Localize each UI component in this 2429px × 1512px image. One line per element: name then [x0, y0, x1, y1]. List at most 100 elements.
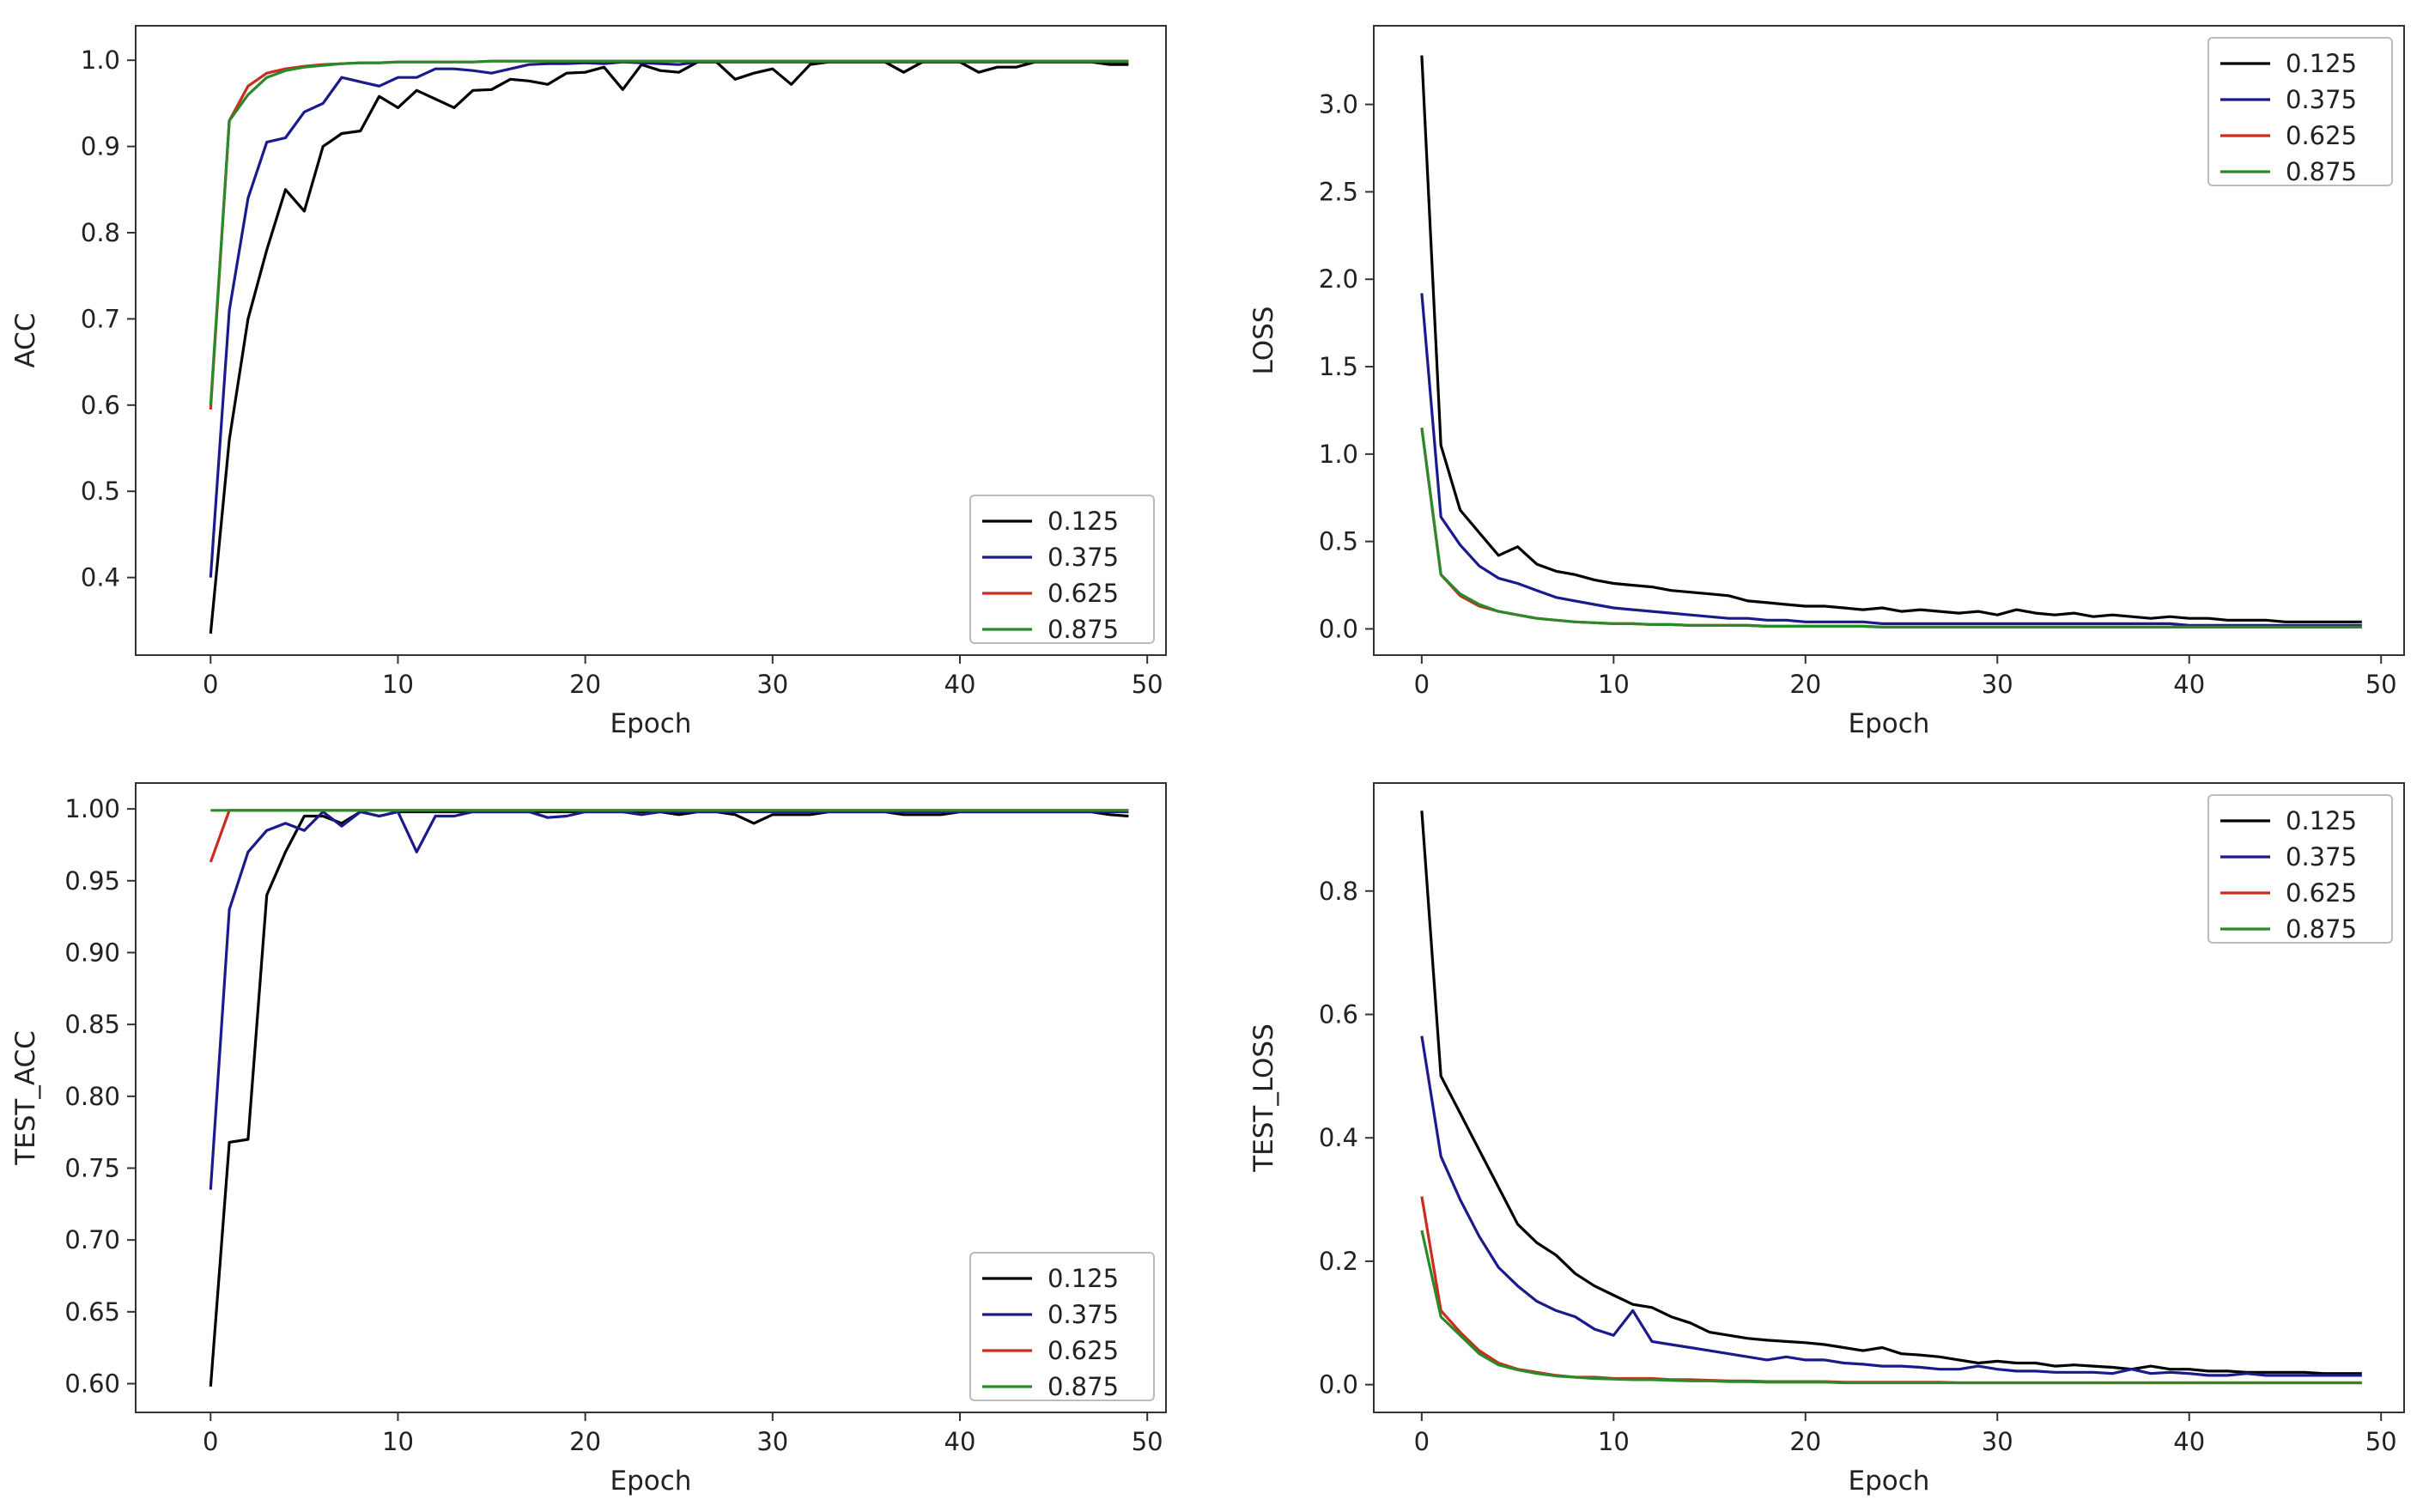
y-tick-label: 0.90 [64, 938, 120, 967]
y-tick-label: 0.85 [64, 1010, 120, 1039]
x-tick-label: 30 [1982, 1427, 2013, 1456]
x-axis-label: Epoch [1849, 708, 1930, 739]
y-axis-label: ACC [10, 313, 41, 368]
legend-label: 0.625 [1048, 1336, 1119, 1365]
legend-label: 0.125 [2286, 49, 2357, 78]
series-line-0.125 [209, 60, 1129, 635]
legend-box [2207, 794, 2393, 944]
y-tick-label: 0.75 [64, 1154, 120, 1183]
y-tick-label: 0.2 [1319, 1247, 1358, 1276]
legend: 0.125 0.375 0.625 0.875 [969, 1252, 1155, 1401]
x-tick-label: 20 [569, 670, 601, 699]
y-tick-label: 0.70 [64, 1225, 120, 1254]
y-tick-label: 2.0 [1319, 264, 1358, 294]
x-tick-label: 0 [1414, 1427, 1430, 1456]
y-tick-label: 0.4 [81, 563, 120, 592]
chart-acc: 0 10 20 30 40 50 0.4 0.5 0.6 0.7 0.8 0.9 1.0 Epoch ACC… [10, 25, 1167, 739]
legend: 0.125 0.375 0.625 0.875 [2207, 37, 2393, 186]
legend-label: 0.625 [2286, 878, 2357, 908]
plot-frame [1373, 25, 2405, 656]
y-tick-label: 0.5 [1319, 527, 1358, 556]
y-tick-label: 0.60 [64, 1369, 120, 1399]
legend: 0.125 0.375 0.625 0.875 [969, 495, 1155, 644]
x-tick-label: 30 [756, 670, 788, 699]
legend: 0.125 0.375 0.625 0.875 [2207, 794, 2393, 944]
legend-label: 0.875 [2286, 157, 2357, 186]
legend-label: 0.875 [1048, 615, 1119, 644]
series-line-0.875 [209, 59, 1129, 405]
x-tick-label: 50 [2365, 1427, 2397, 1456]
chart-test_loss: 0 10 20 30 40 50 0.0 0.2 0.4 0.6 0.8 Epoch TEST_LOSS… [1248, 782, 2405, 1497]
x-axis-label: Epoch [1849, 1466, 1930, 1497]
y-axis-label: TEST_ACC [10, 1030, 41, 1166]
x-axis-label: Epoch [610, 708, 692, 739]
x-tick-label: 30 [756, 1427, 788, 1456]
y-tick-label: 1.00 [64, 794, 120, 823]
y-tick-label: 0.6 [1319, 999, 1358, 1029]
x-tick-label: 40 [2173, 1427, 2205, 1456]
y-tick-label: 0.95 [64, 866, 120, 896]
y-axis-label: LOSS [1248, 307, 1279, 375]
y-tick-label: 0.8 [1319, 877, 1358, 906]
legend-label: 0.375 [2286, 85, 2357, 114]
chart-loss: 0 10 20 30 40 50 0.0 0.5 1.0 1.5 2.0 2.5 3.0 Epoch LOS… [1248, 25, 2405, 739]
x-tick-label: 40 [2173, 670, 2205, 699]
legend-label: 0.125 [1048, 1264, 1119, 1293]
plot-frame [135, 25, 1167, 656]
series-line-0.125 [1420, 55, 2362, 623]
y-tick-label: 0.0 [1319, 1370, 1358, 1400]
y-tick-label: 0.7 [81, 304, 120, 333]
x-axis-label: Epoch [610, 1466, 692, 1497]
y-tick-label: 1.5 [1319, 352, 1358, 381]
y-tick-label: 2.5 [1319, 177, 1358, 206]
series-line-0.125 [1420, 811, 2362, 1375]
x-tick-label: 20 [1789, 1427, 1821, 1456]
legend-label: 0.125 [2286, 806, 2357, 835]
legend-label: 0.875 [2286, 914, 2357, 944]
plot-frame [135, 782, 1167, 1413]
x-tick-label: 0 [1414, 670, 1430, 699]
x-tick-label: 10 [1598, 670, 1630, 699]
legend-label: 0.375 [1048, 543, 1119, 572]
y-tick-label: 0.9 [81, 132, 120, 161]
y-tick-label: 0.80 [64, 1082, 120, 1111]
y-tick-label: 0.65 [64, 1297, 120, 1327]
legend-box [2207, 37, 2393, 186]
x-tick-label: 10 [382, 1427, 414, 1456]
series-line-0.375 [1420, 1035, 2362, 1377]
series-line-0.375 [209, 810, 1129, 1190]
x-tick-label: 50 [1132, 670, 1163, 699]
legend-label: 0.625 [1048, 579, 1119, 608]
y-tick-label: 1.0 [81, 46, 120, 75]
series-line-0.875 [1420, 1230, 2362, 1385]
x-tick-label: 50 [1132, 1427, 1163, 1456]
legend-label: 0.375 [1048, 1300, 1119, 1329]
legend-box [969, 495, 1155, 644]
x-tick-label: 0 [203, 1427, 218, 1456]
y-tick-label: 0.5 [81, 477, 120, 506]
x-tick-label: 40 [944, 1427, 976, 1456]
x-tick-label: 10 [1598, 1427, 1630, 1456]
plot-frame [1373, 782, 2405, 1413]
x-tick-label: 50 [2365, 670, 2397, 699]
y-tick-label: 1.0 [1319, 440, 1358, 469]
x-tick-label: 0 [203, 670, 218, 699]
x-tick-label: 20 [569, 1427, 601, 1456]
x-tick-label: 40 [944, 670, 976, 699]
legend-label: 0.875 [1048, 1372, 1119, 1401]
y-tick-label: 0.8 [81, 218, 120, 247]
legend-label: 0.125 [1048, 507, 1119, 536]
x-tick-label: 30 [1982, 670, 2013, 699]
y-tick-label: 0.4 [1319, 1123, 1358, 1152]
y-tick-label: 0.0 [1319, 614, 1358, 643]
chart-test_acc: 0 10 20 30 40 50 0.60 0.65 0.70 0.75 0.80 0.85 0.90 0… [10, 782, 1167, 1497]
y-tick-label: 0.6 [81, 391, 120, 420]
series-line-0.375 [1420, 293, 2362, 628]
legend-label: 0.375 [2286, 842, 2357, 871]
x-tick-label: 10 [382, 670, 414, 699]
legend-box [969, 1252, 1155, 1401]
series-line-0.875 [1420, 428, 2362, 629]
y-axis-label: TEST_LOSS [1248, 1023, 1279, 1173]
x-tick-label: 20 [1789, 670, 1821, 699]
